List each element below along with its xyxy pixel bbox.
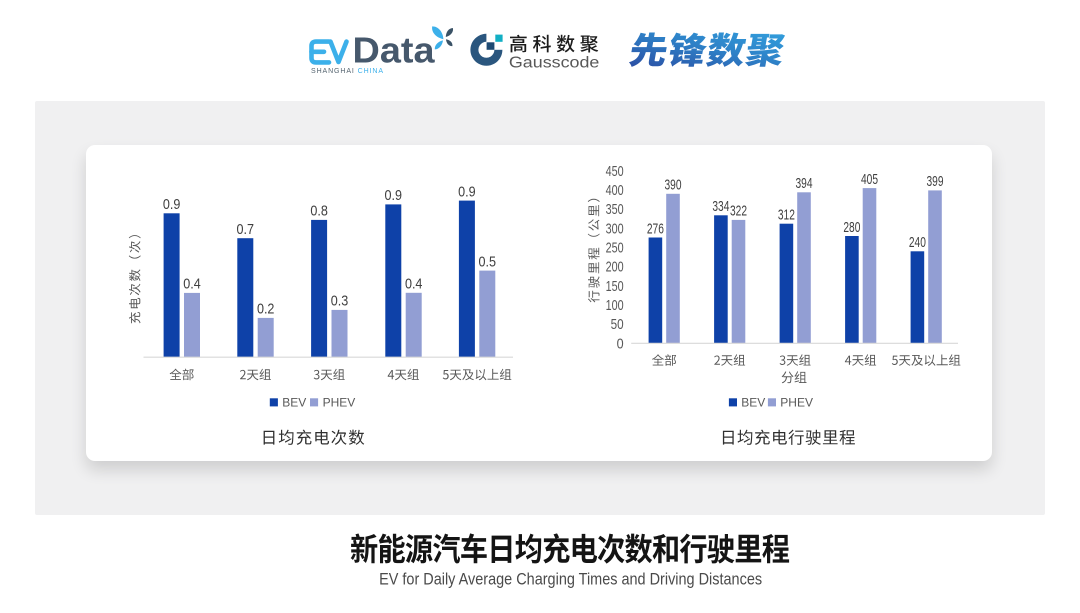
svg-text:400: 400 (606, 182, 624, 199)
svg-text:300: 300 (606, 220, 624, 237)
svg-text:450: 450 (606, 163, 624, 180)
svg-text:394: 394 (796, 175, 813, 192)
svg-text:334: 334 (712, 198, 729, 215)
svg-text:0.7: 0.7 (237, 221, 255, 238)
svg-text:0.4: 0.4 (183, 276, 201, 293)
svg-text:280: 280 (843, 219, 860, 236)
svg-text:250: 250 (606, 240, 624, 257)
svg-text:PHEV: PHEV (323, 396, 356, 410)
svg-text:405: 405 (861, 171, 878, 188)
svg-text:276: 276 (647, 220, 664, 237)
svg-text:EV for Daily Average Charging: EV for Daily Average Charging Times and … (379, 571, 762, 589)
svg-text:0.2: 0.2 (257, 301, 275, 318)
svg-text:0.3: 0.3 (331, 293, 349, 310)
svg-text:399: 399 (927, 173, 944, 190)
svg-text:SHANGHAI CHINA: SHANGHAI CHINA (311, 68, 384, 75)
svg-text:BEV: BEV (741, 396, 765, 410)
svg-text:0.9: 0.9 (385, 187, 403, 204)
svg-text:BEV: BEV (282, 396, 306, 410)
svg-text:312: 312 (778, 207, 795, 224)
svg-text:Data: Data (353, 29, 436, 70)
svg-text:Gausscode: Gausscode (509, 55, 600, 72)
svg-text:150: 150 (606, 278, 624, 295)
svg-text:200: 200 (606, 259, 624, 276)
svg-text:390: 390 (665, 177, 682, 194)
svg-text:0.8: 0.8 (310, 203, 328, 220)
svg-text:0.4: 0.4 (405, 276, 423, 293)
svg-text:PHEV: PHEV (780, 396, 813, 410)
svg-text:0.5: 0.5 (479, 253, 497, 270)
svg-text:322: 322 (730, 203, 747, 220)
svg-text:0.9: 0.9 (458, 183, 476, 200)
svg-text:100: 100 (606, 297, 624, 314)
svg-text:350: 350 (606, 201, 624, 218)
svg-text:50: 50 (611, 316, 624, 333)
svg-text:240: 240 (909, 234, 926, 251)
svg-text:0.9: 0.9 (163, 196, 181, 213)
svg-text:0: 0 (617, 335, 624, 352)
